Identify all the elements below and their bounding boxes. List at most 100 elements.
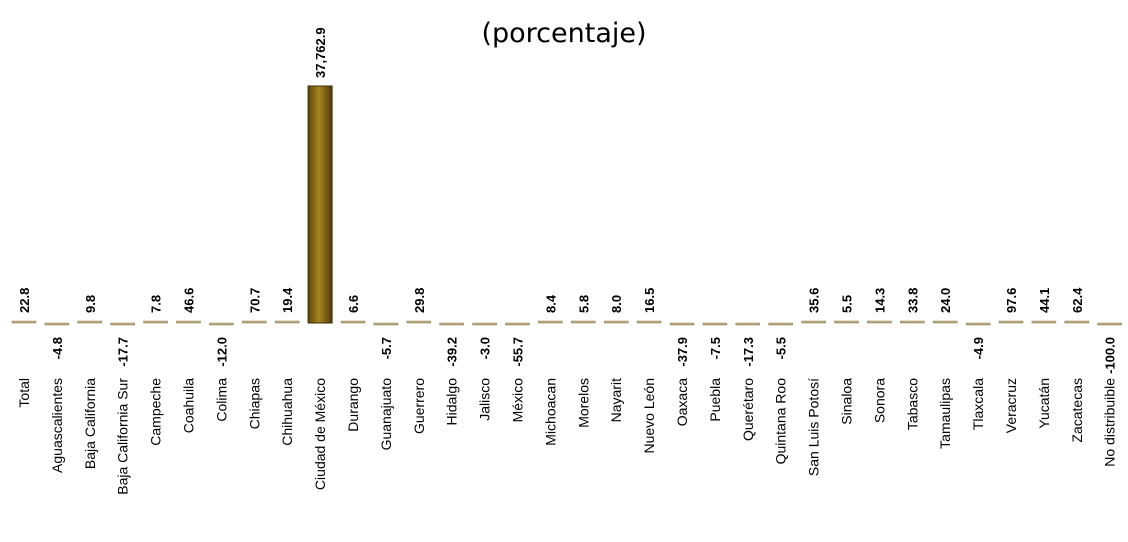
category-label-3: Baja California Sur <box>115 378 131 495</box>
bar-3 <box>110 322 135 326</box>
bar-4 <box>143 320 168 324</box>
data-label-17: 5.8 <box>576 295 591 313</box>
bar-23 <box>768 322 793 326</box>
bar-17 <box>571 320 596 324</box>
data-label-33: -100.0 <box>1103 337 1118 374</box>
category-label-27: Tabasco <box>904 378 920 430</box>
bar-7 <box>242 320 267 324</box>
category-label-6: Colima <box>213 378 229 422</box>
data-label-16: 8.4 <box>543 294 558 313</box>
data-label-25: 5.5 <box>840 295 855 313</box>
data-label-21: -7.5 <box>708 337 723 359</box>
category-label-2: Baja California <box>82 378 98 469</box>
category-label-18: Nayarit <box>608 378 624 422</box>
bar-18 <box>603 320 629 324</box>
category-label-9: Ciudad de México <box>312 378 328 490</box>
bar-12 <box>406 320 432 324</box>
data-label-30: 97.6 <box>1004 288 1019 313</box>
data-label-19: 16.5 <box>642 288 657 313</box>
category-label-10: Durango <box>345 378 361 432</box>
bar-2 <box>77 320 103 324</box>
category-label-1: Aguascalientes <box>49 378 65 473</box>
bar-9 <box>307 85 333 324</box>
category-label-33: No distribuible <box>1102 378 1118 467</box>
bar-5 <box>176 320 201 324</box>
bar-33 <box>1097 322 1122 326</box>
data-label-23: -5.5 <box>774 337 789 359</box>
category-label-11: Guanajuato <box>378 378 394 451</box>
category-label-29: Tlaxcala <box>970 378 986 430</box>
data-label-29: -4.9 <box>971 337 986 359</box>
bar-28 <box>932 320 958 324</box>
data-label-18: 8.0 <box>609 295 624 313</box>
bar-26 <box>867 320 892 324</box>
category-label-5: Coahuila <box>181 378 197 433</box>
bar-0 <box>11 320 37 324</box>
data-label-14: -3.0 <box>478 337 493 359</box>
bar-6 <box>209 322 234 326</box>
category-label-28: Tamaulipas <box>937 378 953 449</box>
data-label-32: 62.4 <box>1070 287 1085 313</box>
data-label-27: 33.8 <box>905 288 920 313</box>
category-label-8: Chihuahua <box>279 378 295 446</box>
data-label-8: 19.4 <box>280 287 295 313</box>
category-label-23: Quintana Roo <box>773 378 789 465</box>
data-label-13: -39.2 <box>445 337 460 367</box>
bar-1 <box>44 322 70 326</box>
bar-31 <box>1031 320 1057 324</box>
data-label-28: 24.0 <box>938 288 953 313</box>
category-label-20: Oaxaca <box>674 378 690 426</box>
chart-title-line-2: (porcentaje) <box>481 18 647 49</box>
category-label-15: México <box>510 378 526 423</box>
category-label-21: Puebla <box>707 378 723 422</box>
bar-24 <box>801 320 826 324</box>
bar-13 <box>439 322 464 326</box>
bar-10 <box>340 320 366 324</box>
data-label-6: -12.0 <box>214 337 229 367</box>
category-label-31: Yucatán <box>1036 378 1052 429</box>
bar-19 <box>636 320 662 324</box>
data-label-20: -37.9 <box>675 337 690 367</box>
data-label-22: -17.3 <box>741 337 756 367</box>
category-label-16: Michoacan <box>542 378 558 446</box>
category-label-24: San Luis Potosí <box>806 378 822 476</box>
category-label-32: Zacatecas <box>1069 378 1085 443</box>
bar-14 <box>472 322 497 326</box>
data-label-7: 70.7 <box>247 288 262 313</box>
data-label-24: 35.6 <box>807 288 822 313</box>
bar-22 <box>735 322 761 326</box>
bar-32 <box>1064 320 1090 324</box>
bar-30 <box>998 320 1024 324</box>
data-label-4: 7.8 <box>149 295 164 313</box>
category-label-13: Hidalgo <box>444 378 460 426</box>
category-label-7: Chiapas <box>246 378 262 429</box>
category-label-12: Guerrero <box>411 378 427 434</box>
bar-16 <box>538 320 563 324</box>
bar-11 <box>373 322 399 326</box>
bar-25 <box>834 320 859 324</box>
category-label-30: Veracruz <box>1003 378 1019 433</box>
category-label-14: Jalisco <box>477 378 493 421</box>
data-label-0: 22.8 <box>17 288 32 313</box>
data-label-1: -4.8 <box>50 337 65 359</box>
bar-21 <box>702 322 728 326</box>
category-label-25: Sinaloa <box>839 378 855 425</box>
category-label-26: Sonora <box>871 378 887 423</box>
bar-8 <box>274 320 300 324</box>
bar-29 <box>965 322 991 326</box>
bar-15 <box>505 322 530 326</box>
category-label-4: Campeche <box>148 378 164 446</box>
category-label-19: Nuevo León <box>641 378 657 454</box>
data-label-10: 6.6 <box>346 295 361 313</box>
data-label-3: -17.7 <box>116 337 131 367</box>
data-label-26: 14.3 <box>872 288 887 313</box>
data-label-2: 9.8 <box>83 295 98 313</box>
bar-20 <box>669 322 695 326</box>
bar-27 <box>900 320 925 324</box>
data-label-5: 46.6 <box>182 288 197 313</box>
data-label-31: 44.1 <box>1037 288 1052 313</box>
category-label-22: Querétaro <box>740 378 756 441</box>
category-label-17: Morelos <box>575 378 591 428</box>
